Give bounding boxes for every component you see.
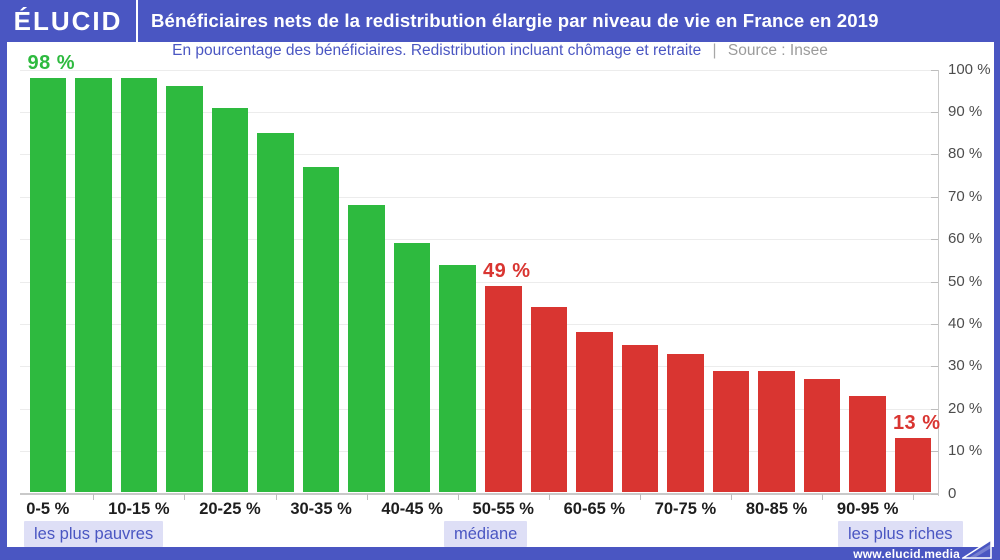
y-tick-label: 50 %: [948, 272, 983, 290]
x-axis-tick: [366, 493, 368, 500]
gridline: [20, 196, 938, 198]
elucid-logo: ÉLUCID: [13, 6, 123, 36]
y-axis-tick: [931, 366, 938, 368]
website-url: www.elucid.media: [853, 547, 960, 560]
y-axis-line: [938, 69, 939, 496]
bar: [712, 370, 750, 493]
x-tick-label: 50-55 %: [472, 500, 534, 518]
y-tick-label: 60 %: [948, 230, 983, 248]
y-tick-label: 40 %: [948, 314, 983, 332]
y-axis-tick: [931, 281, 938, 283]
gridline: [20, 451, 938, 453]
bar: [758, 370, 795, 493]
bar: [348, 205, 385, 493]
y-axis-tick: [931, 154, 938, 156]
bar: [393, 243, 431, 493]
y-axis-tick: [931, 323, 938, 325]
x-tick-label: 20-25 %: [199, 500, 261, 518]
y-tick-label: 0: [948, 484, 957, 502]
bar: [621, 345, 659, 493]
bar: [302, 167, 340, 493]
gridline: [20, 111, 938, 113]
x-axis-tick: [731, 493, 732, 500]
elucid-flag-icon: [962, 538, 992, 559]
group-badge: médiane: [444, 521, 528, 547]
x-axis-tick: [639, 493, 641, 500]
y-tick-label: 20 %: [948, 399, 983, 417]
x-tick-label: 10-15 %: [108, 500, 170, 518]
y-axis-tick: [931, 451, 938, 453]
bar: [166, 86, 203, 493]
x-axis-tick: [184, 493, 186, 500]
bar: [530, 306, 568, 493]
bar-value-label: 13 %: [892, 412, 941, 435]
group-badge: les plus riches: [838, 521, 963, 547]
y-axis-tick: [931, 493, 938, 495]
bar: [29, 77, 66, 493]
right-border: [994, 0, 1000, 560]
x-tick-label: 30-35 %: [290, 500, 352, 518]
subtitle-row: En pourcentage des bénéficiaires. Redist…: [0, 42, 1000, 64]
source-label: Source : Insee: [727, 42, 828, 59]
y-tick-label: 70 %: [948, 187, 983, 205]
x-axis-tick: [913, 493, 915, 500]
gridline: [20, 69, 938, 71]
y-tick-label: 30 %: [948, 357, 983, 375]
bar: [576, 332, 613, 493]
gridline: [20, 366, 938, 368]
bar: [894, 438, 932, 493]
y-axis-tick: [931, 69, 938, 71]
x-axis-line: [20, 493, 938, 495]
chart-subtitle: En pourcentage des bénéficiaires. Redist…: [172, 42, 702, 59]
y-tick-label: 10 %: [948, 442, 983, 460]
y-axis-tick: [931, 111, 938, 113]
x-axis-tick: [822, 493, 824, 500]
x-tick-label: 80-85 %: [745, 500, 808, 518]
gridline: [20, 239, 938, 241]
y-axis-tick: [931, 408, 938, 410]
bar: [803, 379, 841, 493]
footer-bar: www.elucid.media: [0, 547, 1000, 560]
gridline: [20, 323, 938, 325]
bar: [257, 133, 294, 493]
x-tick-label: 90-95 %: [836, 500, 899, 518]
y-axis-tick: [931, 196, 938, 198]
subtitle-separator: |: [712, 42, 717, 59]
header-divider: [136, 0, 138, 42]
gridline: [20, 154, 938, 156]
y-tick-label: 100 %: [948, 60, 991, 78]
x-axis-tick: [275, 493, 277, 500]
bar: [439, 264, 476, 493]
bar-value-label: 98 %: [27, 51, 76, 74]
bar: [485, 285, 522, 493]
bar: [75, 77, 112, 493]
x-tick-label: 40-45 %: [381, 500, 443, 518]
bar: [667, 353, 704, 493]
x-tick-label: 70-75 %: [654, 500, 717, 518]
x-tick-label: 0-5 %: [26, 500, 70, 518]
gridline: [20, 281, 938, 283]
x-tick-label: 60-65 %: [563, 500, 626, 518]
y-axis-tick: [931, 239, 938, 241]
bar-value-label: 49 %: [483, 259, 531, 282]
group-badge: les plus pauvres: [24, 521, 164, 547]
x-axis-tick: [93, 493, 95, 500]
header-bar: ÉLUCID Bénéficiaires nets de la redistri…: [0, 0, 1000, 42]
y-tick-label: 90 %: [948, 102, 983, 120]
bar: [849, 395, 886, 493]
left-border: [0, 0, 7, 560]
bar: [211, 107, 249, 493]
chart-title: Bénéficiaires nets de la redistribution …: [151, 10, 879, 31]
y-tick-label: 80 %: [948, 145, 983, 163]
bar: [120, 77, 158, 493]
x-axis-tick: [548, 493, 550, 500]
gridline: [20, 408, 938, 410]
x-axis-tick: [457, 493, 459, 500]
